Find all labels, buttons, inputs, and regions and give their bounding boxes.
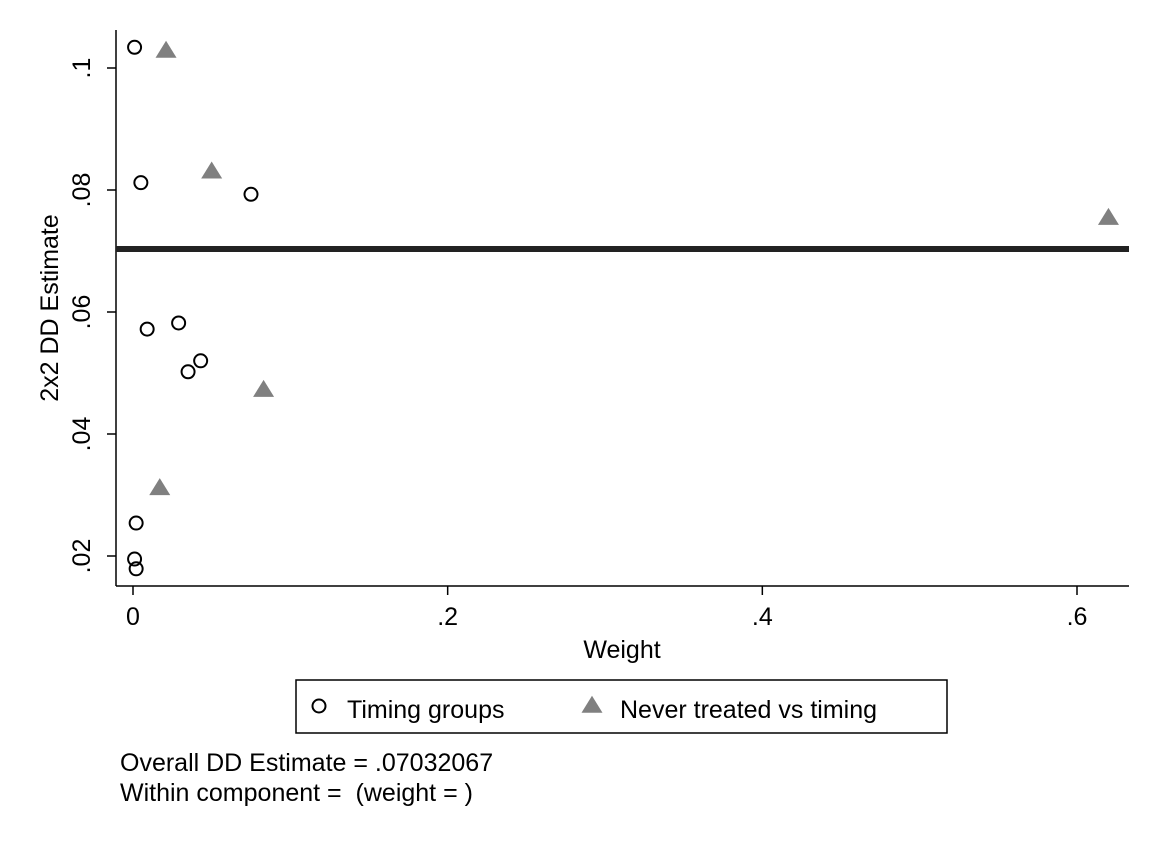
never-treated-point	[155, 40, 177, 58]
y-tick-label: .08	[68, 173, 96, 208]
x-tick-label: 0	[126, 603, 140, 631]
y-axis-title: 2x2 DD Estimate	[36, 214, 64, 402]
timing-group-point	[128, 561, 144, 577]
legend-box	[295, 679, 948, 734]
timing-group-point	[133, 175, 149, 191]
timing-group-point	[243, 186, 259, 202]
x-tick-label: .2	[437, 603, 458, 631]
y-tick-label: .06	[68, 295, 96, 330]
legend-label-timing-groups: Timing groups	[347, 696, 504, 724]
never-treated-point	[1097, 207, 1119, 225]
timing-group-point	[171, 315, 187, 331]
legend-label-never-treated: Never treated vs timing	[620, 696, 877, 724]
y-tick-label: .04	[68, 417, 96, 452]
y-tick-label: .02	[68, 539, 96, 574]
timing-group-point	[128, 515, 144, 531]
x-axis-title: Weight	[583, 636, 660, 664]
timing-group-point	[193, 353, 209, 369]
never-treated-point	[253, 379, 275, 397]
axes: 0 .2 .4 .6 .02 .04 .06 .08 .1 Weight 2x2 DD Estima…	[36, 30, 1129, 664]
within-component-note: Within component = (weight = )	[120, 779, 473, 807]
legend-never-treated-marker	[581, 695, 603, 713]
chart-notes: Overall DD Estimate = .07032067 Within c…	[120, 748, 493, 808]
data-points	[127, 39, 1119, 577]
overall-estimate-note: Overall DD Estimate = .07032067	[120, 749, 494, 777]
x-tick-label: .4	[752, 603, 773, 631]
timing-group-point	[127, 551, 143, 567]
legend: Timing groups Never treated vs timing	[295, 679, 948, 734]
legend-timing-marker	[311, 698, 327, 714]
timing-group-point	[139, 321, 155, 337]
timing-group-point	[127, 39, 143, 55]
never-treated-point	[201, 161, 223, 179]
y-tick-label: .1	[68, 58, 96, 79]
never-treated-point	[149, 478, 171, 496]
timing-group-point	[180, 364, 196, 380]
x-tick-label: .6	[1067, 603, 1088, 631]
